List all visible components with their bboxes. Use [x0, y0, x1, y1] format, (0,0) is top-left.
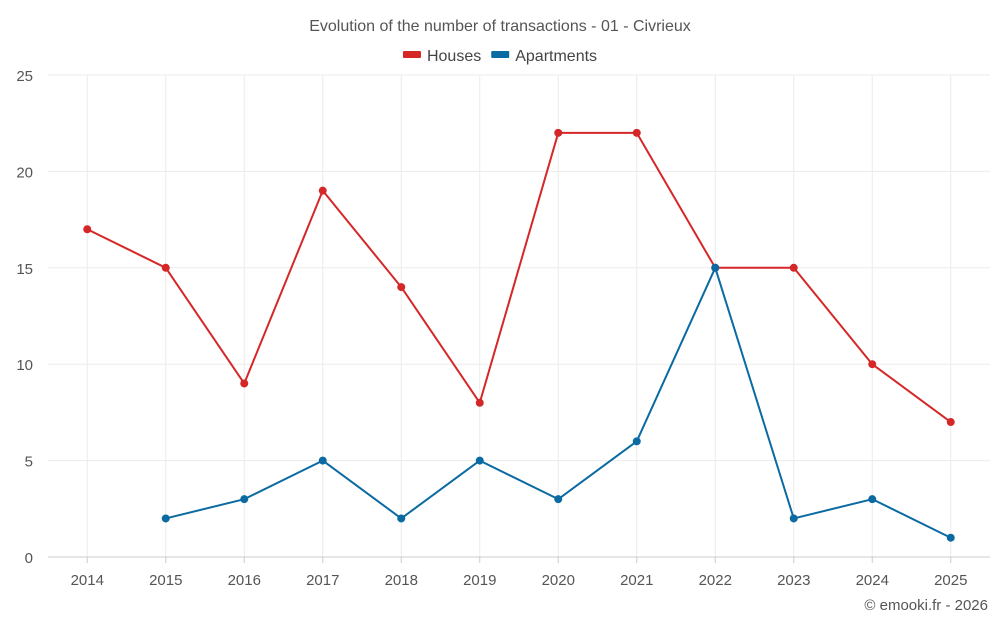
data-point-apartments[interactable]	[711, 263, 720, 272]
data-point-apartments[interactable]	[240, 495, 249, 504]
x-tick-label: 2016	[228, 572, 261, 589]
data-point-apartments[interactable]	[868, 495, 877, 504]
data-point-houses[interactable]	[632, 128, 641, 137]
legend-swatch-houses[interactable]	[402, 51, 421, 58]
data-point-houses[interactable]	[240, 379, 249, 388]
y-tick-label: 25	[16, 68, 33, 85]
x-tick-label: 2014	[71, 572, 104, 589]
data-point-houses[interactable]	[83, 225, 92, 234]
data-point-houses[interactable]	[161, 263, 170, 272]
data-point-apartments[interactable]	[554, 495, 563, 504]
x-tick-label: 2021	[620, 572, 653, 589]
x-tick-label: 2018	[385, 572, 418, 589]
data-point-apartments[interactable]	[397, 514, 406, 523]
chart-title: Evolution of the number of transactions …	[309, 18, 691, 35]
y-tick-label: 10	[16, 357, 33, 374]
data-point-apartments[interactable]	[318, 456, 327, 465]
series-layer	[83, 128, 955, 542]
x-tick-label: 2019	[463, 572, 496, 589]
y-tick-label: 15	[16, 261, 33, 278]
x-tick-label: 2023	[777, 572, 810, 589]
data-point-houses[interactable]	[318, 186, 327, 195]
y-tick-label: 5	[25, 454, 33, 471]
data-point-houses[interactable]	[789, 263, 798, 272]
y-tick-label: 20	[16, 164, 33, 181]
y-tick-label: 0	[25, 550, 33, 567]
data-point-houses[interactable]	[946, 418, 955, 427]
data-point-apartments[interactable]	[789, 514, 798, 523]
legend: Houses Apartments	[402, 48, 597, 65]
series-line-houses	[86, 131, 952, 423]
x-tick-label: 2024	[856, 572, 889, 589]
data-point-houses[interactable]	[475, 398, 484, 407]
x-tick-label: 2022	[699, 572, 732, 589]
legend-label: Apartments	[515, 48, 597, 65]
data-point-apartments[interactable]	[475, 456, 484, 465]
data-point-houses[interactable]	[397, 283, 406, 292]
legend-swatch-apartments[interactable]	[491, 51, 510, 58]
x-tick-label: 2025	[934, 572, 967, 589]
series-apartments	[161, 263, 955, 542]
x-tick-label: 2020	[542, 572, 575, 589]
x-tick-label: 2015	[149, 572, 182, 589]
data-point-houses[interactable]	[868, 360, 877, 369]
series-houses	[83, 128, 955, 427]
legend-label: Houses	[427, 48, 481, 65]
data-point-houses[interactable]	[554, 128, 563, 137]
grid	[48, 74, 990, 557]
x-tick-label: 2017	[306, 572, 339, 589]
data-point-apartments[interactable]	[161, 514, 170, 523]
data-point-apartments[interactable]	[632, 437, 641, 446]
credit-text: © emooki.fr - 2026	[864, 597, 988, 614]
data-point-apartments[interactable]	[946, 533, 955, 542]
